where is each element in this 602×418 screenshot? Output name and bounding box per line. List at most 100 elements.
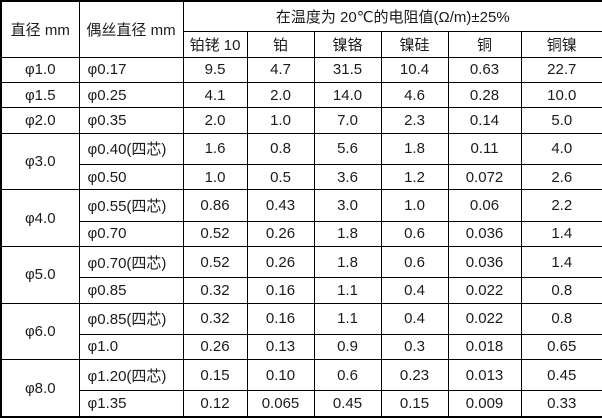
table-row: φ1.0 φ0.17 9.5 4.7 31.5 10.4 0.63 22.7 [0, 56, 602, 83]
table-header: 直径 mm 偶丝直径 mm 在温度为 20℃的电阻值(Ω/m)±25% 铂铑 1… [0, 0, 602, 58]
header-cell-diameter: 直径 mm [0, 0, 80, 58]
value-cell: 0.23 [380, 359, 449, 392]
value-cell: 9.5 [182, 56, 248, 83]
diameter-cell: φ2.0 [0, 107, 80, 134]
wire-diameter-cell: φ0.55(四芯) [78, 189, 184, 222]
table-row: φ3.0 φ0.40(四芯) 1.6 0.8 5.6 1.8 0.11 4.0 [0, 132, 602, 191]
value-cell: 2.2 [520, 189, 602, 222]
value-cell: 7.0 [313, 107, 382, 134]
value-cell: 1.0 [182, 163, 248, 191]
value-cell: 0.65 [520, 333, 602, 361]
value-cell: 0.63 [447, 56, 522, 83]
value-cell: 0.072 [447, 163, 522, 191]
value-cell: 22.7 [520, 56, 602, 83]
value-cell: 0.9 [313, 333, 382, 361]
wire-diameter-cell: φ0.25 [78, 81, 184, 109]
value-cell: 5.6 [313, 132, 382, 165]
value-cell: 0.32 [182, 302, 248, 335]
value-cell: 0.26 [182, 333, 248, 361]
table-row: φ0.50 1.0 0.5 3.6 1.2 0.072 2.6 [1, 163, 602, 191]
value-cell: 3.0 [313, 189, 382, 222]
value-cell: 0.16 [246, 277, 315, 304]
value-cell: 0.6 [380, 245, 449, 279]
value-cell: 0.6 [313, 359, 382, 392]
header-cell-resistance-title: 在温度为 20℃的电阻值(Ω/m)±25% [182, 0, 602, 32]
wire-diameter-cell: φ1.35 [78, 390, 184, 418]
value-cell: 1.8 [380, 132, 449, 165]
wire-diameter-cell: φ1.0 [78, 333, 184, 361]
value-cell: 1.1 [313, 302, 382, 335]
value-cell: 0.45 [313, 390, 382, 418]
table-body: φ1.0 φ0.17 9.5 4.7 31.5 10.4 0.63 22.7 φ1.5 φ0.25… [0, 56, 602, 418]
header-cell-material: 镍硅 [380, 30, 449, 58]
value-cell: 0.8 [246, 132, 315, 165]
value-cell: 1.8 [313, 245, 382, 279]
value-cell: 2.0 [246, 81, 315, 109]
value-cell: 14.0 [313, 81, 382, 109]
value-cell: 2.6 [520, 163, 602, 191]
header-cell-material: 铂 [246, 30, 315, 58]
value-cell: 0.52 [182, 245, 248, 279]
value-cell: 4.0 [520, 132, 602, 165]
value-cell: 0.018 [447, 333, 522, 361]
table-row: φ4.0 φ0.55(四芯) 0.86 0.43 3.0 1.0 0.06 2.2 [0, 189, 602, 247]
wire-diameter-cell: φ0.35 [78, 107, 184, 134]
value-cell: 0.43 [246, 189, 315, 222]
value-cell: 0.26 [246, 245, 315, 279]
value-cell: 0.86 [182, 189, 248, 222]
value-cell: 0.33 [520, 390, 602, 418]
value-cell: 4.6 [380, 81, 449, 109]
value-cell: 0.14 [447, 107, 522, 134]
value-cell: 0.10 [246, 359, 315, 392]
value-cell: 0.45 [520, 359, 602, 392]
value-cell: 0.52 [182, 220, 248, 247]
wire-diameter-cell: φ0.85 [78, 277, 184, 304]
value-cell: 0.6 [380, 220, 449, 247]
value-cell: 0.15 [380, 390, 449, 418]
value-cell: 1.0 [380, 189, 449, 222]
header-cell-material: 铂铑 10 [182, 30, 248, 58]
value-cell: 10.4 [380, 56, 449, 83]
value-cell: 0.32 [182, 277, 248, 304]
wire-diameter-cell: φ0.85(四芯) [78, 302, 184, 335]
diameter-cell: φ8.0 [0, 359, 80, 418]
wire-diameter-cell: φ0.40(四芯) [78, 132, 184, 165]
header-cell-material: 铜镍 [520, 30, 602, 58]
table-row: φ6.0 φ0.85(四芯) 0.32 0.16 1.1 0.4 0.022 0.8 [0, 302, 602, 361]
value-cell: 0.28 [447, 81, 522, 109]
value-cell: 4.1 [182, 81, 248, 109]
value-cell: 10.0 [520, 81, 602, 109]
value-cell: 1.4 [520, 245, 602, 279]
materials-row: 铂铑 10 铂镍铬 镍硅铜铜镍 [1, 30, 602, 58]
table-row: φ1.0 0.26 0.13 0.9 0.3 0.018 0.65 [1, 333, 602, 361]
value-cell: 1.2 [380, 163, 449, 191]
header-row-top: 直径 mm 偶丝直径 mm 在温度为 20℃的电阻值(Ω/m)±25% [0, 0, 602, 58]
wire-diameter-cell: φ0.70(四芯) [78, 245, 184, 279]
wire-diameter-cell: φ0.17 [78, 56, 184, 83]
value-cell: 0.036 [447, 245, 522, 279]
value-cell: 0.15 [182, 359, 248, 392]
value-cell: 0.4 [380, 277, 449, 304]
value-cell: 0.12 [182, 390, 248, 418]
value-cell: 4.7 [246, 56, 315, 83]
value-cell: 5.0 [520, 107, 602, 134]
value-cell: 0.013 [447, 359, 522, 392]
value-cell: 0.06 [447, 189, 522, 222]
value-cell: 0.8 [520, 302, 602, 335]
value-cell: 3.6 [313, 163, 382, 191]
value-cell: 0.5 [246, 163, 315, 191]
value-cell: 2.0 [182, 107, 248, 134]
wire-diameter-cell: φ0.70 [78, 220, 184, 247]
value-cell: 0.3 [380, 333, 449, 361]
diameter-cell: φ1.0 [0, 56, 80, 83]
diameter-cell: φ6.0 [0, 302, 80, 361]
value-cell: 0.16 [246, 302, 315, 335]
value-cell: 0.036 [447, 220, 522, 247]
value-cell: 0.11 [447, 132, 522, 165]
diameter-cell: φ1.5 [0, 81, 80, 109]
value-cell: 1.4 [520, 220, 602, 247]
header-cell-wire-diameter: 偶丝直径 mm [78, 0, 184, 58]
table-row: φ5.0 φ0.70(四芯) 0.52 0.26 1.8 0.6 0.036 1.4 [0, 245, 602, 304]
diameter-cell: φ3.0 [0, 132, 80, 191]
